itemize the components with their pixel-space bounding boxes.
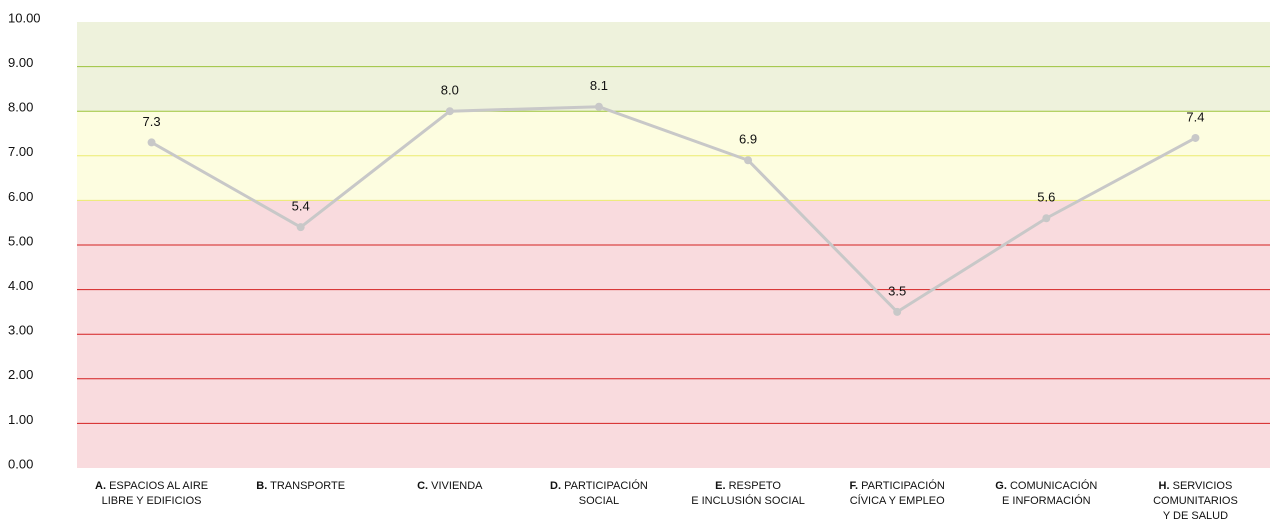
data-label: 3.5 — [888, 283, 906, 298]
x-tick-label: F. PARTICIPACIÓN — [850, 479, 945, 492]
x-tick-label: E INCLUSIÓN SOCIAL — [691, 494, 805, 507]
x-tick-label: B. TRANSPORTE — [256, 480, 345, 492]
category-line: E INFORMACIÓN — [1002, 494, 1091, 507]
category-line: COMUNITARIOS — [1153, 495, 1238, 507]
y-tick-label: 8.00 — [8, 100, 33, 115]
x-tick-label: C. VIVIENDA — [417, 480, 483, 492]
x-tick-label: D. PARTICIPACIÓN — [550, 479, 648, 492]
x-tick-label: LIBRE Y EDIFICIOS — [102, 495, 202, 507]
data-label: 8.1 — [590, 78, 608, 93]
point — [296, 223, 305, 232]
y-tick-label: 7.00 — [8, 144, 33, 159]
category-line: VIVIENDA — [431, 480, 483, 492]
line — [150, 105, 1197, 314]
data-label: 7.4 — [1186, 109, 1204, 124]
x-tick-label: COMUNITARIOS — [1153, 495, 1238, 507]
category-line: SERVICIOS — [1173, 480, 1233, 492]
category-prefix: C. — [417, 480, 428, 492]
category-line: E INCLUSIÓN SOCIAL — [691, 494, 805, 507]
y-tick-label: 6.00 — [8, 189, 33, 204]
x-tick-label: A. ESPACIOS AL AIRE — [95, 480, 208, 492]
y-tick-label: 3.00 — [8, 323, 33, 338]
category-line: TRANSPORTE — [270, 480, 345, 492]
x-tick-label: CÍVICA Y EMPLEO — [850, 494, 945, 507]
category-prefix: B. — [256, 480, 267, 492]
point — [445, 107, 454, 116]
category-line: ESPACIOS AL AIRE — [109, 480, 208, 492]
data-label: 6.9 — [739, 132, 757, 147]
data-label: 8.0 — [441, 83, 459, 98]
x-tick-label: E INFORMACIÓN — [1002, 494, 1091, 507]
point — [1042, 214, 1051, 223]
x-tick-label: H. SERVICIOS — [1159, 480, 1233, 492]
category-line: SOCIAL — [579, 495, 619, 507]
data-label: 7.3 — [143, 114, 161, 129]
point — [1191, 133, 1200, 142]
category-prefix: H. — [1159, 480, 1170, 492]
category-prefix: F. — [850, 480, 859, 492]
category-line: COMUNICACIÓN — [1010, 479, 1097, 492]
y-tick-label: 1.00 — [8, 412, 33, 427]
category-line: PARTICIPACIÓN — [564, 479, 648, 492]
point — [893, 307, 902, 316]
category-line: PARTICIPACIÓN — [861, 479, 945, 492]
y-tick-label: 2.00 — [8, 367, 33, 382]
y-tick-label: 0.00 — [8, 456, 33, 471]
y-tick-label: 10.00 — [8, 10, 41, 25]
category-prefix: D. — [550, 480, 561, 492]
y-tick-label: 9.00 — [8, 55, 33, 70]
category-prefix: A. — [95, 480, 106, 492]
category-line: Y DE SALUD — [1163, 510, 1228, 522]
y-tick-label: 4.00 — [8, 278, 33, 293]
data-label: 5.4 — [292, 199, 310, 214]
category-line: LIBRE Y EDIFICIOS — [102, 495, 202, 507]
x-tick-label: G. COMUNICACIÓN — [995, 479, 1097, 492]
data-label: 5.6 — [1037, 190, 1055, 205]
point — [594, 102, 603, 111]
category-prefix: E. — [715, 480, 725, 492]
y-tick-label: 5.00 — [8, 233, 33, 248]
category-prefix: G. — [995, 480, 1007, 492]
point — [147, 138, 156, 147]
category-line: CÍVICA Y EMPLEO — [850, 494, 945, 507]
category-line: RESPETO — [729, 480, 782, 492]
x-tick-label: E. RESPETO — [715, 480, 781, 492]
x-tick-label: SOCIAL — [579, 495, 619, 507]
point — [744, 156, 753, 165]
x-tick-label: Y DE SALUD — [1163, 510, 1228, 522]
